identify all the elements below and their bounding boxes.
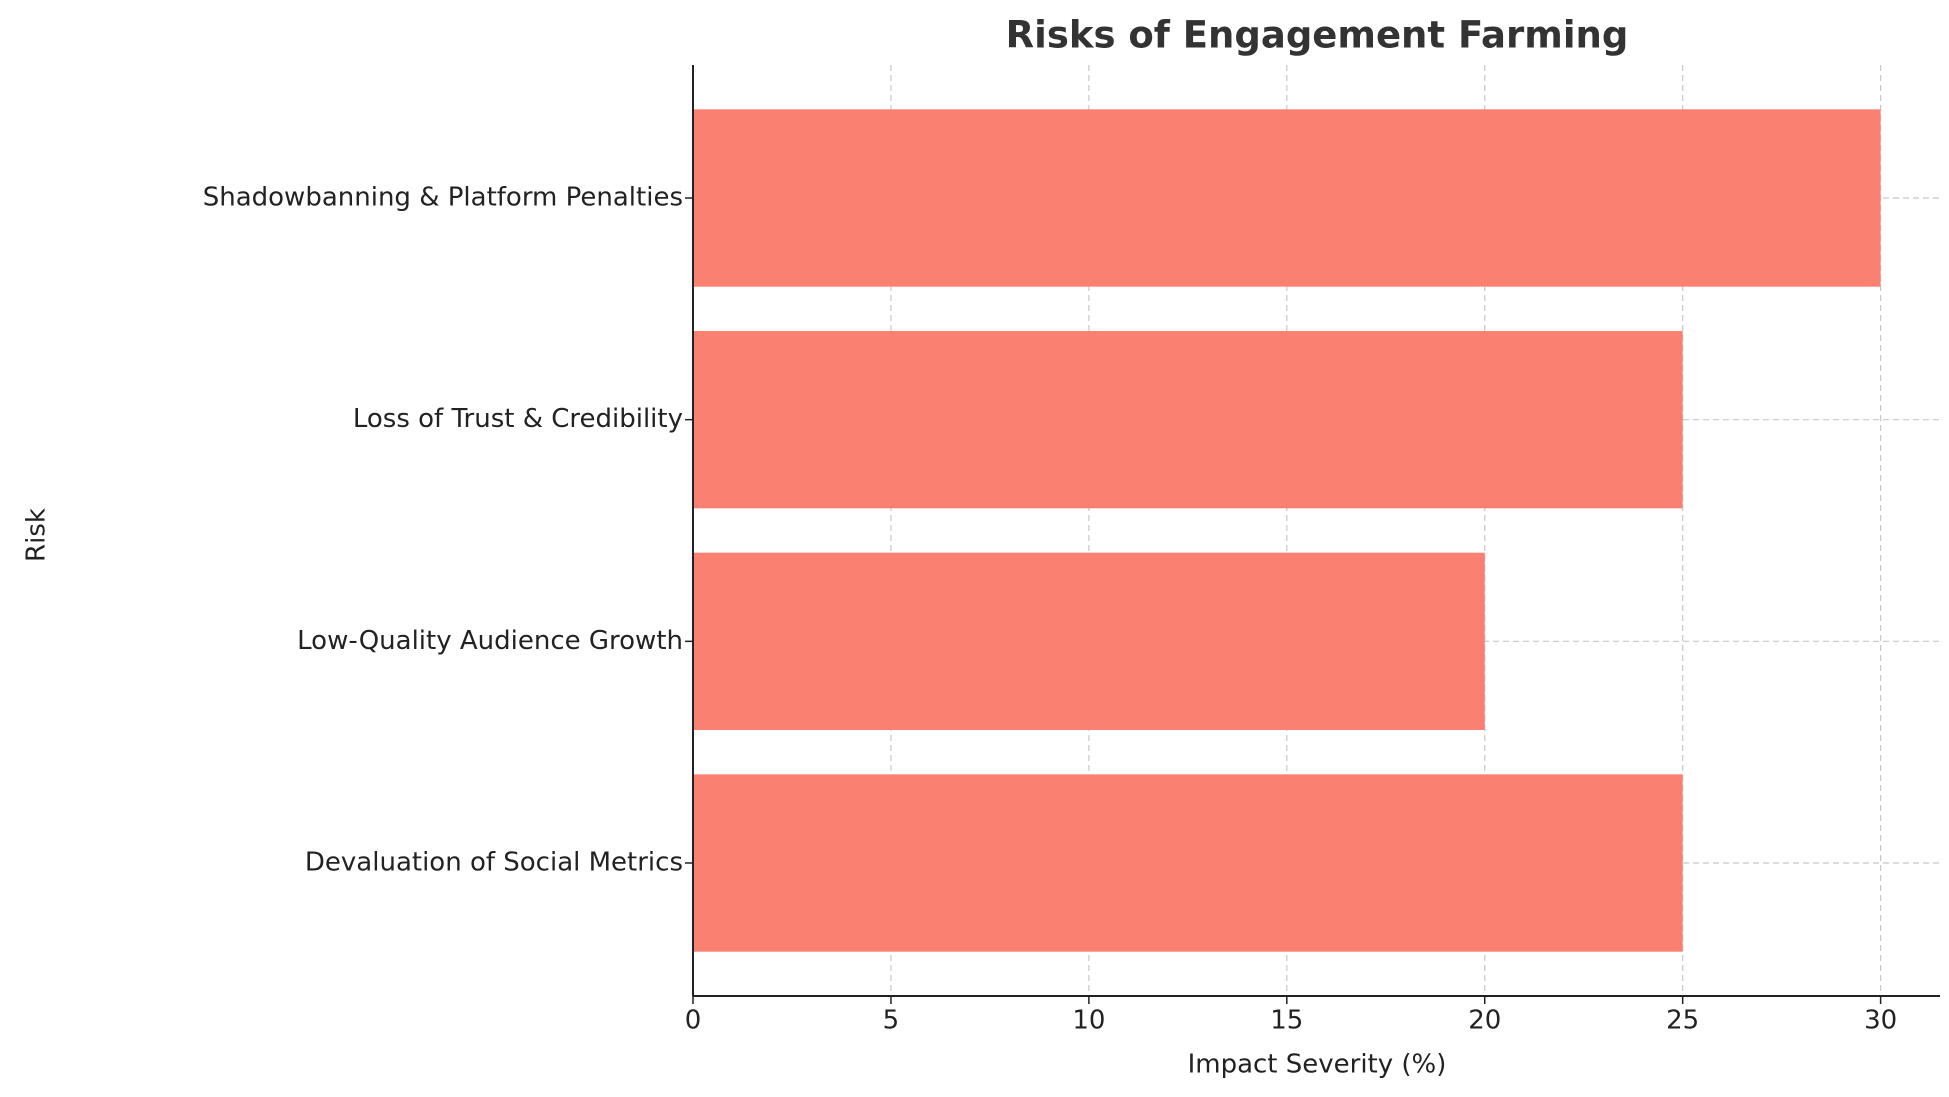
x-tick-label: 5 <box>883 1006 900 1036</box>
x-tick-label: 0 <box>685 1006 702 1036</box>
bar <box>693 331 1683 509</box>
y-tick-label: Devaluation of Social Metrics <box>305 848 683 878</box>
bar <box>693 109 1881 287</box>
x-tick-label: 15 <box>1270 1006 1303 1036</box>
x-tick-label: 30 <box>1864 1006 1897 1036</box>
y-tick-label: Loss of Trust & Credibility <box>353 404 683 434</box>
y-tick-label: Shadowbanning & Platform Penalties <box>203 183 683 213</box>
x-tick-label: 20 <box>1468 1006 1501 1036</box>
y-axis-label: Risk <box>22 508 52 562</box>
x-axis-label: Impact Severity (%) <box>1188 1050 1447 1080</box>
y-tick-label: Low-Quality Audience Growth <box>297 626 683 656</box>
chart-title: Risks of Engagement Farming <box>1006 14 1629 57</box>
bar <box>693 552 1485 730</box>
bar <box>693 774 1683 952</box>
x-tick-label: 10 <box>1072 1006 1105 1036</box>
x-tick-label: 25 <box>1666 1006 1699 1036</box>
